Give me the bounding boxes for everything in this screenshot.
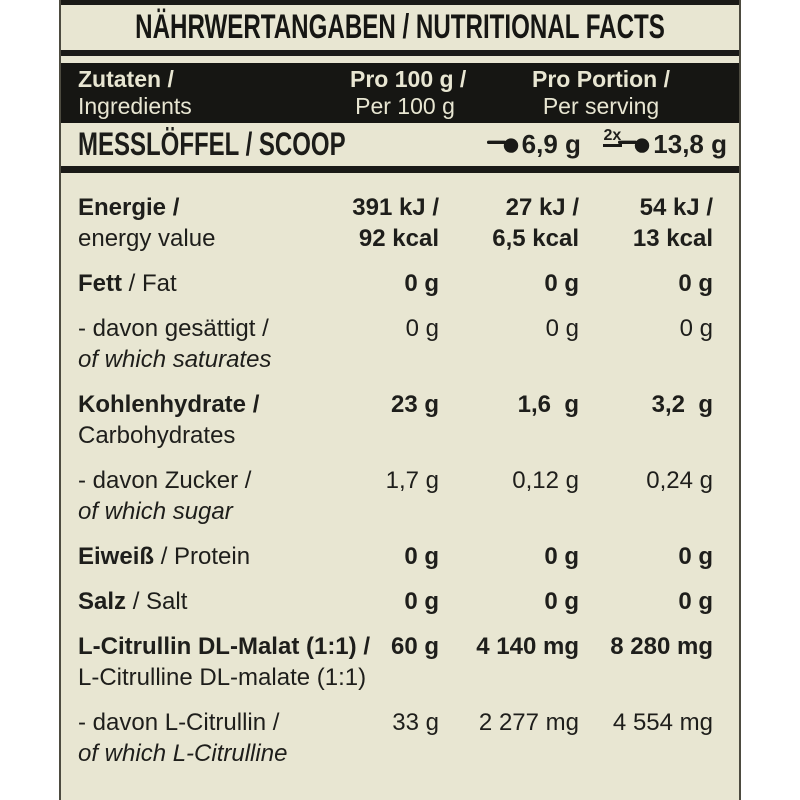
row-label-en: / Protein — [154, 543, 251, 570]
value-per-100g: 23 g — [390, 391, 439, 418]
value-per-scoop: 0,12 g — [512, 467, 579, 494]
value-per-serving: 3,2 g — [651, 391, 713, 418]
value-per-scoop: 0 g — [545, 315, 579, 342]
value-per-scoop: 0 g — [544, 270, 579, 297]
row-label-de: - davon L-Citrullin / — [78, 709, 280, 736]
scoop-double-multiplier: 2x — [603, 128, 623, 147]
header-per-100g: Pro 100 g / Per 100 g — [350, 66, 467, 120]
table-row-saturates: - davon gesättigt / of which saturates 0 … — [78, 306, 713, 382]
scoop-row: MESSLÖFFEL / SCOOP 6,9 g 2x 13,8 g — [61, 123, 739, 166]
row-label-de: Eiweiß — [78, 543, 155, 570]
scoop-divider — [61, 166, 739, 173]
value-per-100g: 0 g — [404, 543, 439, 570]
header-per-100g-en: Per 100 g — [355, 93, 455, 119]
value-per-scoop: 0 g — [544, 543, 579, 570]
header-per-serving-en: Per serving — [542, 93, 660, 119]
value-per-100g: 0 g — [404, 270, 439, 297]
nutrition-table-body: Energie / energy value 391 kJ /92 kcal 27… — [61, 173, 739, 776]
row-label-en: L-Citrulline DL-malate (1:1) — [78, 664, 367, 691]
value-per-serving: 0 g — [678, 588, 713, 615]
scoop-single-value: 6,9 g — [521, 129, 581, 159]
table-row-citrulline-malate: L-Citrullin DL-Malat (1:1) / L-Citrulline… — [78, 624, 713, 700]
row-label-en: energy value — [78, 225, 216, 252]
title-area: NÄHRWERTANGABEN / NUTRITIONAL FACTS — [61, 5, 739, 50]
scoop-double-cell: 2x 13,8 g — [581, 128, 727, 160]
value-per-scoop: 0 g — [544, 588, 579, 615]
row-label-de: Fett — [78, 270, 122, 297]
value-per-scoop: 1,6 g — [517, 391, 579, 418]
table-row-sugar: - davon Zucker / of which sugar 1,7 g 0,1… — [78, 458, 713, 534]
value-per-serving: 4 554 mg — [612, 709, 713, 736]
table-row-carbohydrates: Kohlenhydrate / Carbohydrates 23 g 1,6 g … — [78, 382, 713, 458]
header-per-100g-de: Pro 100 g / — [350, 66, 467, 92]
scoop-row-label: MESSLÖFFEL / SCOOP — [78, 126, 346, 162]
table-row-energy: Energie / energy value 391 kJ /92 kcal 27… — [78, 185, 713, 261]
row-label-de: L-Citrullin DL-Malat (1:1) / — [78, 633, 370, 660]
nutrition-label-panel: NÄHRWERTANGABEN / NUTRITIONAL FACTS Zuta… — [59, 0, 741, 800]
value-per-serving: 54 kJ /13 kcal — [632, 194, 713, 252]
scoop-row-label-wrap: MESSLÖFFEL / SCOOP — [78, 126, 435, 163]
value-per-100g: 60 g — [390, 633, 439, 660]
value-per-100g: 1,7 g — [385, 467, 439, 494]
value-per-100g: 0 g — [405, 315, 439, 342]
row-label-de: Energie / — [78, 194, 180, 221]
value-per-100g: 391 kJ /92 kcal — [352, 194, 439, 252]
row-label-en: of which L-Citrulline — [78, 740, 288, 767]
header-ingredients: Zutaten / Ingredients — [78, 66, 329, 120]
value-per-serving: 8 280 mg — [610, 633, 713, 660]
header-per-serving-de: Pro Portion / — [532, 66, 670, 92]
value-per-scoop: 2 277 mg — [478, 709, 579, 736]
table-row-protein: Eiweiß / Protein 0 g 0 g 0 g — [78, 534, 713, 579]
value-per-serving: 0 g — [678, 543, 713, 570]
header-ingredients-de: Zutaten / — [78, 66, 174, 92]
value-per-100g: 0 g — [404, 588, 439, 615]
value-per-scoop: 27 kJ /6,5 kcal — [492, 194, 579, 252]
row-label-de: - davon Zucker / — [78, 467, 252, 494]
header-per-serving: Pro Portion / Per serving — [464, 66, 738, 120]
row-label-de: - davon gesättigt / — [78, 315, 269, 342]
top-border-bar — [61, 0, 739, 5]
page-title: NÄHRWERTANGABEN / NUTRITIONAL FACTS — [135, 8, 665, 46]
table-header-bar: Zutaten / Ingredients Pro 100 g / Per 10… — [61, 63, 739, 123]
header-ingredients-en: Ingredients — [78, 93, 192, 119]
value-per-scoop: 4 140 mg — [476, 633, 579, 660]
scoop-icon — [618, 137, 650, 153]
row-label-en: of which sugar — [78, 498, 233, 525]
scoop-single-cell: 6,9 g — [435, 129, 581, 160]
row-label-en: / Fat — [122, 270, 177, 297]
title-divider — [61, 50, 739, 56]
value-per-serving: 0,24 g — [646, 467, 713, 494]
value-per-serving: 0 g — [678, 270, 713, 297]
row-label-en: Carbohydrates — [78, 422, 236, 449]
scoop-icon — [486, 137, 518, 153]
value-per-serving: 0 g — [679, 315, 713, 342]
table-row-fat: Fett / Fat 0 g 0 g 0 g — [78, 261, 713, 306]
row-label-en: of which saturates — [78, 346, 272, 373]
row-label-de: Kohlenhydrate / — [78, 391, 260, 418]
gap — [61, 56, 739, 63]
value-per-100g: 33 g — [392, 709, 439, 736]
table-row-salt: Salz / Salt 0 g 0 g 0 g — [78, 579, 713, 624]
table-row-citrulline: - davon L-Citrullin / of which L-Citrulli… — [78, 700, 713, 776]
row-label-en: / Salt — [126, 588, 188, 615]
row-label-de: Salz — [78, 588, 127, 615]
scoop-double-value: 13,8 g — [653, 129, 727, 159]
